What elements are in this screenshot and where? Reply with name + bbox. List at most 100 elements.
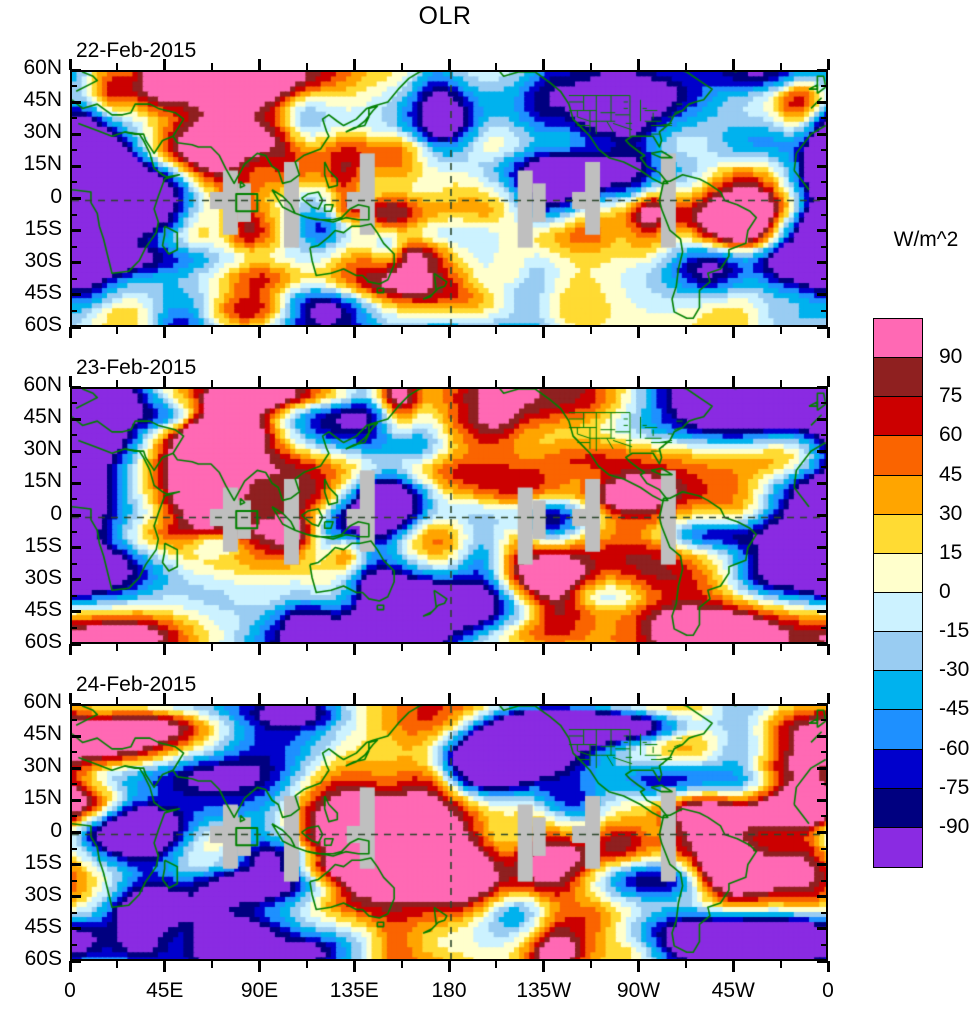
x-tick-1-4-1 (447, 644, 451, 655)
x-tick-0-8-1 (826, 327, 830, 338)
y-axis-label-2-8: 60S (24, 947, 62, 970)
y-tick-2-4 (70, 831, 81, 834)
y-axis-label-2-3: 15N (23, 786, 62, 810)
y-tick-0-7 (70, 293, 81, 297)
y-tick-minor-1-3 (70, 498, 77, 501)
colorbar-tick-label-3: 45 (939, 462, 963, 486)
x-tick-minor-1-2-0 (305, 380, 308, 387)
y-tick-1-0 (817, 385, 828, 389)
y-tick-1-8 (70, 642, 81, 646)
x-axis-label-3: 135E (329, 979, 379, 1002)
y-tick-minor-1-6 (70, 594, 77, 597)
y-tick-1-5 (817, 546, 828, 550)
y-tick-minor-0-3 (70, 181, 77, 184)
y-tick-0-4 (817, 197, 828, 200)
x-tick-minor-0-3-0 (400, 63, 403, 70)
x-tick-1-7-0 (731, 376, 735, 387)
y-tick-minor-0-4 (70, 213, 77, 216)
x-tick-minor-2-1-0 (211, 697, 214, 704)
x-tick-2-1-1 (163, 961, 167, 972)
x-tick-minor-1-7-0 (779, 380, 782, 387)
map-panel-0: 22-Feb-2015 (70, 39, 828, 327)
x-tick-minor-2-2-0 (305, 697, 308, 704)
x-tick-minor-1-5-0 (590, 380, 593, 387)
y-tick-minor-2-4 (821, 847, 828, 850)
map-panel-2: 24-Feb-2015 (70, 673, 828, 961)
y-tick-0-4 (70, 197, 81, 200)
y-tick-minor-0-6 (70, 277, 77, 280)
y-axis-label-1-8: 60S (24, 630, 62, 653)
x-tick-minor-1-6-0 (684, 380, 687, 387)
x-tick-minor-2-7-1 (779, 961, 782, 968)
y-tick-0-1 (70, 100, 81, 104)
y-tick-minor-1-3 (821, 498, 828, 501)
colorbar-band-7 (874, 592, 922, 633)
y-tick-2-7 (817, 927, 828, 931)
x-tick-2-2-0 (258, 693, 261, 704)
x-tick-1-8-1 (826, 644, 830, 655)
x-tick-1-0-1 (68, 644, 72, 655)
y-tick-1-4 (70, 514, 81, 517)
x-tick-minor-2-7-0 (779, 697, 782, 704)
y-tick-2-7 (70, 927, 81, 931)
y-tick-1-3 (817, 481, 828, 485)
x-tick-2-3-0 (352, 693, 356, 704)
x-tick-minor-0-0-0 (116, 63, 119, 70)
x-tick-0-6-0 (637, 59, 640, 70)
y-tick-0-6 (70, 261, 81, 265)
panel-date-label-0: 22-Feb-2015 (76, 39, 197, 62)
colorbar-tick-label-4: 30 (939, 501, 963, 525)
y-tick-minor-2-5 (70, 879, 77, 882)
colorbar-band-2 (874, 397, 922, 437)
y-tick-minor-0-4 (821, 213, 828, 216)
y-axis-label-2-4: 0 (50, 818, 62, 842)
y-tick-2-3 (70, 798, 81, 802)
y-axis-label-2-6: 30S (24, 882, 62, 906)
y-tick-2-3 (817, 798, 828, 802)
y-tick-minor-1-0 (821, 402, 828, 405)
y-tick-minor-2-3 (821, 815, 828, 818)
y-tick-minor-2-4 (70, 847, 77, 850)
x-tick-minor-2-0-0 (116, 697, 119, 704)
y-tick-minor-2-5 (821, 879, 828, 882)
x-tick-minor-0-2-1 (305, 327, 308, 334)
x-tick-minor-1-6-1 (684, 644, 687, 651)
x-tick-2-8-1 (826, 961, 830, 972)
x-tick-2-4-0 (447, 693, 451, 704)
colorbar-units-label: W/m^2 (893, 228, 959, 251)
colorbar-band-8 (874, 632, 922, 672)
x-tick-1-1-1 (163, 644, 167, 655)
x-tick-1-6-1 (637, 644, 640, 655)
x-tick-minor-1-2-1 (305, 644, 308, 651)
y-axis-label-1-5: 15S (24, 533, 62, 557)
x-tick-1-1-0 (163, 376, 167, 387)
y-axis-label-0-5: 15S (24, 216, 62, 240)
y-tick-1-2 (70, 449, 81, 453)
y-axis-label-0-3: 15N (23, 152, 62, 176)
x-tick-1-7-1 (731, 644, 735, 655)
x-tick-1-6-0 (637, 376, 640, 387)
figure-title: OLR (418, 2, 472, 30)
colorbar-tick-label-9: -45 (939, 697, 970, 721)
y-tick-minor-2-3 (70, 815, 77, 818)
x-tick-minor-1-0-1 (116, 644, 119, 651)
y-tick-0-5 (70, 229, 81, 233)
x-tick-minor-1-1-1 (211, 644, 214, 651)
x-tick-minor-1-7-1 (779, 644, 782, 651)
y-tick-2-6 (70, 895, 81, 899)
colorbar-tick-label-5: 15 (939, 540, 963, 564)
y-tick-0-7 (817, 293, 828, 297)
panel-date-label-2: 24-Feb-2015 (76, 673, 197, 696)
x-tick-2-5-0 (542, 693, 546, 704)
y-tick-2-4 (817, 831, 828, 834)
y-tick-minor-0-7 (70, 309, 77, 312)
colorbar-bands[interactable] (873, 318, 923, 868)
x-tick-0-5-1 (542, 327, 546, 338)
x-tick-2-0-0 (68, 693, 72, 704)
x-tick-minor-1-3-1 (400, 644, 403, 651)
y-axis-label-2-2: 30N (23, 754, 62, 778)
y-axis-label-2-0: 60N (23, 690, 62, 713)
y-axis-label-0-0: 60N (23, 56, 62, 79)
colorbar-band-3 (874, 436, 922, 476)
y-tick-minor-0-7 (821, 309, 828, 312)
